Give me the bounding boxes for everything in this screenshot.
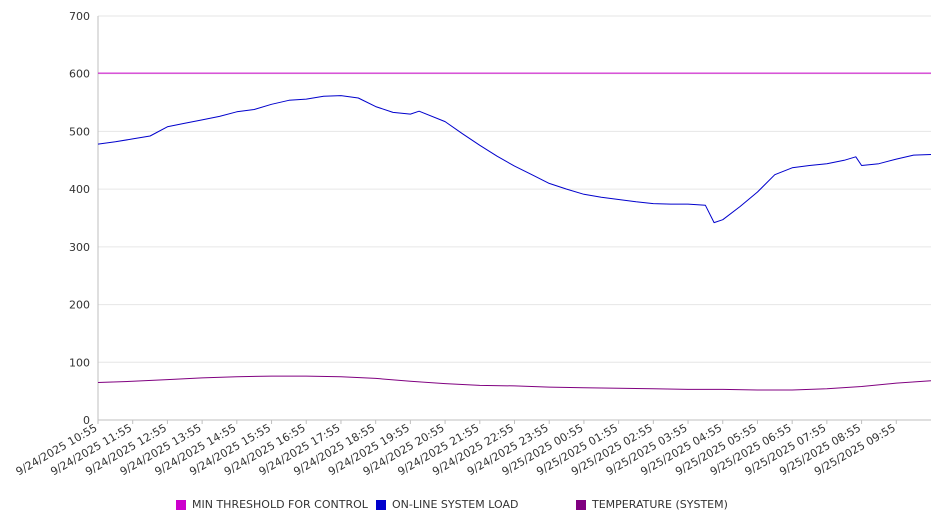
gridlines: [98, 15, 931, 363]
legend-swatch: [576, 499, 586, 510]
y-tick-label: 400: [69, 183, 90, 196]
legend-item: MIN THRESHOLD FOR CONTROL: [176, 498, 368, 511]
legend-item: ON-LINE SYSTEM LOAD: [376, 498, 518, 511]
axes: [97, 16, 931, 424]
series-line-3: [97, 375, 932, 391]
y-tick-labels: 0 100 200 300 400 500 600 700: [69, 10, 90, 427]
x-tick-labels: 9/24/2025 10:559/24/2025 11:559/24/2025 …: [14, 421, 898, 478]
legend-label: TEMPERATURE (SYSTEM): [592, 498, 728, 511]
y-tick-label: 100: [69, 356, 90, 369]
legend-swatch: [376, 499, 386, 510]
y-tick-label: 200: [69, 299, 90, 312]
series-line-2: [97, 95, 932, 224]
y-tick-label: 700: [69, 10, 90, 23]
series-lines: [97, 72, 932, 391]
legend-label: ON-LINE SYSTEM LOAD: [392, 498, 519, 511]
y-tick-label: 0: [83, 414, 90, 427]
legend-swatch: [176, 499, 186, 510]
y-tick-label: 600: [69, 68, 90, 81]
legend-item: TEMPERATURE (SYSTEM): [576, 498, 728, 511]
legend-label: MIN THRESHOLD FOR CONTROL: [192, 498, 368, 511]
y-tick-label: 300: [69, 241, 90, 254]
legend: MIN THRESHOLD FOR CONTROL ON-LINE SYSTEM …: [0, 496, 946, 516]
y-tick-label: 500: [69, 125, 90, 138]
